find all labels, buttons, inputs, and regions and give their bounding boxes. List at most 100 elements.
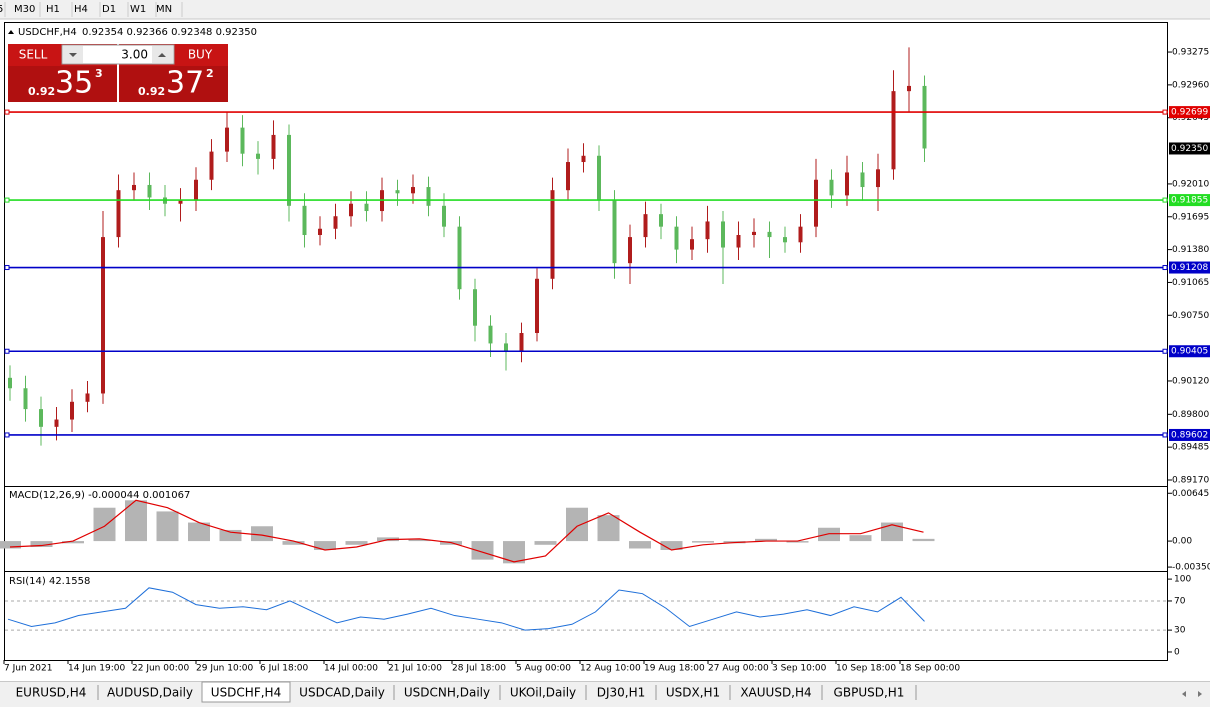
- candle-body: [566, 162, 570, 191]
- tab[interactable]: USDCHF,H4: [211, 686, 281, 700]
- macd-bar: [93, 507, 116, 542]
- candle-body: [132, 184, 136, 191]
- x-tick-label: 14 Jul 00:00: [324, 664, 378, 674]
- candle-body: [364, 203, 369, 212]
- timeframe-button[interactable]: W1: [130, 4, 146, 15]
- rsi-label: RSI(14) 42.1558: [9, 576, 90, 587]
- level-handle[interactable]: [1162, 197, 1168, 203]
- candle-body: [411, 187, 415, 194]
- macd-bar: [755, 538, 777, 542]
- y-tick-label: 30: [1174, 626, 1186, 636]
- down-arrow: [69, 53, 77, 57]
- macd-bar: [282, 541, 305, 545]
- macd-bar: [62, 541, 84, 544]
- scroll-left[interactable]: [1182, 691, 1186, 697]
- level-handle[interactable]: [4, 109, 10, 115]
- macd-bar: [314, 541, 336, 550]
- level-label-box: [1169, 428, 1210, 441]
- ask-prefix: 0.92: [138, 85, 165, 98]
- level-handle[interactable]: [4, 432, 10, 438]
- tab[interactable]: USDCAD,Daily: [299, 686, 385, 700]
- y-tick-label: 0.91695: [1172, 212, 1209, 222]
- macd-bar: [503, 541, 525, 564]
- macd-label: MACD(12,26,9) -0.000044 0.001067: [9, 490, 190, 501]
- candle-body: [147, 184, 152, 198]
- candle-body: [209, 151, 214, 180]
- lots-value[interactable]: 3.00: [121, 48, 148, 62]
- y-tick-label: -0.003507: [1172, 563, 1210, 573]
- macd-bar: [912, 538, 935, 542]
- macd-bar: [881, 522, 903, 542]
- timeframe-button[interactable]: D1: [102, 4, 116, 15]
- symbol: USDCHF,H4: [18, 27, 77, 38]
- tab[interactable]: EURUSD,H4: [16, 686, 87, 700]
- level-handle[interactable]: [4, 348, 10, 354]
- timeframe-button[interactable]: H4: [74, 4, 88, 15]
- tab[interactable]: USDX,H1: [666, 686, 720, 700]
- candle-body: [721, 221, 725, 248]
- bid-small: 3: [95, 67, 103, 80]
- level-handle[interactable]: [1162, 109, 1168, 115]
- timeframe-button[interactable]: M30: [14, 4, 35, 15]
- macd-bar: [818, 527, 840, 542]
- sell-label[interactable]: SELL: [19, 48, 48, 62]
- candle-body: [85, 393, 90, 402]
- candle-body: [876, 169, 880, 188]
- level-handle[interactable]: [4, 265, 10, 271]
- timeframe-button[interactable]: 5: [0, 4, 3, 15]
- candle-body: [349, 203, 353, 217]
- up-arrow: [158, 53, 166, 57]
- buy-label[interactable]: BUY: [188, 48, 213, 62]
- y-tick-label: 0.92010: [1172, 179, 1209, 189]
- candle-body: [690, 239, 694, 250]
- tab[interactable]: AUDUSD,Daily: [107, 686, 193, 700]
- timeframe-button[interactable]: MN: [156, 4, 172, 15]
- x-tick-label: 3 Sep 10:00: [772, 664, 827, 674]
- level-label-box: [1169, 261, 1210, 274]
- macd-bar: [156, 511, 179, 542]
- level-handle[interactable]: [1162, 265, 1168, 271]
- timeframe-button[interactable]: H1: [46, 4, 60, 15]
- y-tick-label: 0.89800: [1172, 410, 1209, 420]
- tab[interactable]: UKOil,Daily: [510, 686, 576, 700]
- candle-body: [798, 226, 803, 243]
- macd-bar: [188, 522, 210, 542]
- candle-body: [736, 235, 741, 248]
- candle-body: [907, 85, 911, 92]
- y-tick-label: 0: [1174, 647, 1180, 657]
- tab[interactable]: USDCNH,Daily: [404, 686, 490, 700]
- tab[interactable]: XAUUSD,H4: [740, 686, 811, 700]
- macd-bar: [471, 541, 494, 560]
- level-handle[interactable]: [4, 197, 10, 203]
- macd-bar: [786, 541, 809, 543]
- candle-body: [194, 179, 198, 201]
- macd-bar: [660, 541, 683, 550]
- y-tick-label: 0.00: [1172, 537, 1192, 547]
- y-tick-label: 0.90750: [1172, 311, 1209, 321]
- scroll-right[interactable]: [1198, 691, 1202, 697]
- candle-body: [845, 172, 849, 196]
- tab[interactable]: DJ30,H1: [597, 686, 646, 700]
- level-handle[interactable]: [1162, 348, 1168, 354]
- macd-bar: [219, 529, 242, 542]
- y-tick-label: 0.90120: [1172, 376, 1209, 386]
- y-tick-label: 0.91380: [1172, 245, 1209, 255]
- collapse-icon[interactable]: [8, 30, 14, 34]
- x-tick-label: 21 Jul 10:00: [388, 664, 442, 674]
- macd-bar: [534, 541, 557, 545]
- buy-price-area[interactable]: [119, 66, 228, 102]
- candle-body: [178, 200, 183, 204]
- sell-price-area[interactable]: [8, 66, 117, 102]
- candle-body: [597, 155, 601, 201]
- level-label: 0.91855: [1171, 196, 1208, 206]
- level-handle[interactable]: [1162, 432, 1168, 438]
- candle-body: [504, 343, 508, 352]
- candle-body: [271, 134, 276, 159]
- y-tick-label: 0.006451: [1172, 489, 1210, 499]
- lots-box[interactable]: [61, 44, 175, 65]
- candle-body: [581, 155, 586, 163]
- y-tick-label: 70: [1174, 596, 1186, 606]
- tab[interactable]: GBPUSD,H1: [834, 686, 905, 700]
- candle-body: [457, 226, 462, 290]
